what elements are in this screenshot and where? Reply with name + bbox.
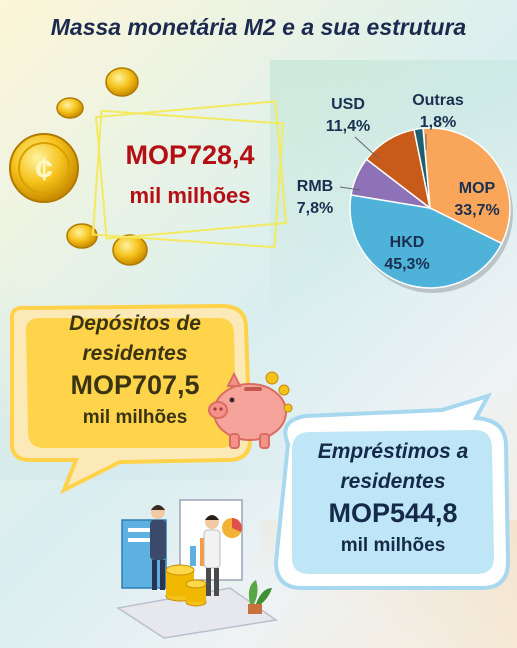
- deposit-value: MOP707,5: [70, 370, 200, 400]
- loan-value: MOP544,8: [328, 498, 458, 528]
- loan-text: Empréstimos a residentes MOP544,8 mil mi…: [292, 440, 494, 557]
- pie-chart: [349, 127, 513, 293]
- deposit-bubble: [9, 303, 253, 495]
- loan-label-line1: Empréstimos a: [317, 440, 469, 463]
- deposit-text: Depósitos de residentes MOP707,5 mil mil…: [28, 312, 242, 429]
- page-title: Massa monetária M2 e a sua estrutura: [50, 14, 467, 40]
- business-people-icon: [116, 499, 278, 639]
- loan-unit: mil milhões: [340, 535, 446, 556]
- piggy-bank-icon: [208, 371, 293, 449]
- loan-bubble: [273, 392, 511, 590]
- pie-slice-hkd: [349, 194, 503, 289]
- deposit-label-line2: residentes: [82, 342, 188, 365]
- svg-text:¢: ¢: [35, 151, 53, 187]
- total-frame: [91, 109, 285, 249]
- deposit-unit: mil milhões: [82, 407, 188, 428]
- total-unit: mil milhões: [129, 183, 251, 208]
- pie-label-rmb: RMB 7,8%: [296, 178, 334, 217]
- pie-label-usd: USD 11,4%: [325, 96, 371, 135]
- pie-label-mop: MOP 33,7%: [454, 180, 500, 219]
- coin-icon: ¢: [9, 67, 148, 266]
- total-value: MOP728,4: [125, 140, 255, 170]
- pie-slice-outras: [413, 127, 431, 209]
- deposit-label-line1: Depósitos de: [69, 312, 201, 335]
- pie-label-outras: Outras 1,8%: [412, 92, 464, 131]
- loan-label-line2: residentes: [340, 470, 446, 493]
- pie-label-hkd: HKD 45,3%: [384, 234, 430, 273]
